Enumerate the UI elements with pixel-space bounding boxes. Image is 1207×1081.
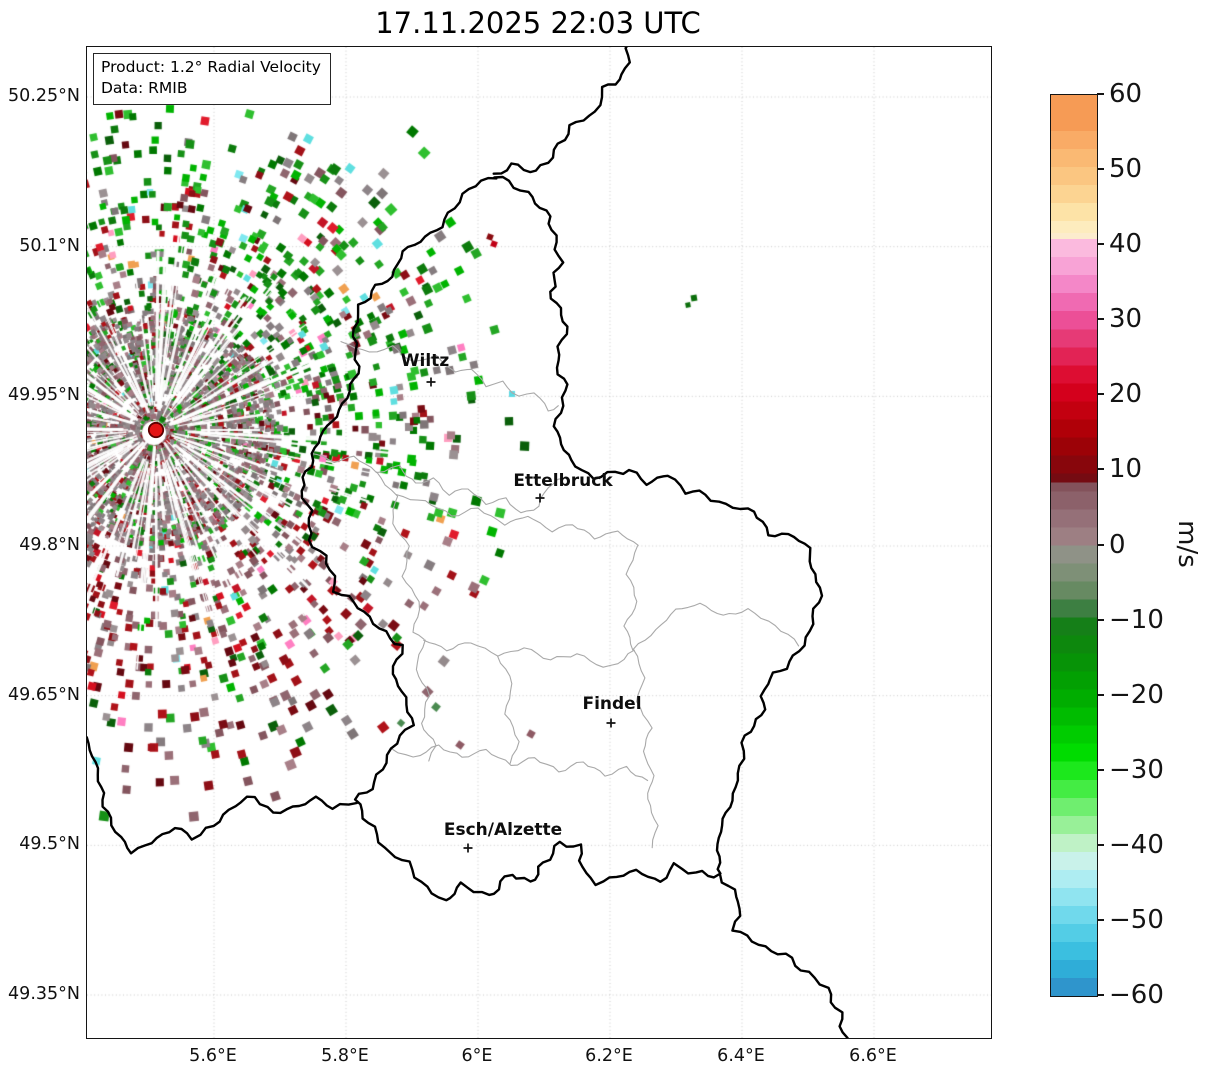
x-axis-tick-label: 5.8°E bbox=[321, 1046, 369, 1066]
colorbar-tick-label: −30 bbox=[1109, 754, 1164, 785]
colorbar-tick-label: 50 bbox=[1109, 154, 1143, 185]
y-axis-tick-label: 49.35°N bbox=[8, 984, 80, 1005]
colorbar-tick-label: −50 bbox=[1109, 904, 1164, 935]
y-axis-tick-label: 49.65°N bbox=[8, 684, 80, 705]
colorbar-tick-mark bbox=[1097, 93, 1104, 95]
colorbar-tick-label: −10 bbox=[1109, 604, 1164, 635]
canton-border bbox=[390, 744, 649, 782]
y-axis-tick-label: 49.95°N bbox=[8, 385, 80, 406]
colorbar-tick-label: 30 bbox=[1109, 304, 1143, 335]
colorbar-tick-label: −60 bbox=[1109, 980, 1164, 1010]
product-legend: Product: 1.2° Radial Velocity Data: RMIB bbox=[93, 53, 331, 105]
radar-site-dot bbox=[147, 421, 165, 439]
colorbar-tick-mark bbox=[1097, 468, 1104, 471]
canton-border bbox=[632, 602, 800, 650]
city-marker bbox=[606, 718, 616, 728]
city-marker bbox=[463, 843, 473, 853]
canton-border bbox=[415, 639, 437, 762]
canton-border bbox=[310, 452, 565, 514]
country-border bbox=[300, 175, 824, 902]
canton-border bbox=[633, 649, 659, 849]
colorbar-tick-label: 40 bbox=[1109, 229, 1143, 260]
colorbar-tick-mark bbox=[1097, 393, 1104, 396]
canton-border bbox=[395, 494, 639, 546]
country-border bbox=[719, 874, 849, 1038]
colorbar-tick-label: −40 bbox=[1109, 829, 1164, 860]
x-axis-tick-label: 6.2°E bbox=[585, 1046, 633, 1066]
colorbar-tick-mark bbox=[1097, 318, 1104, 321]
velocity-colorbar bbox=[1050, 94, 1098, 997]
colorbar-tick-mark bbox=[1097, 918, 1104, 921]
canton-border bbox=[623, 545, 639, 651]
legend-data-line: Data: RMIB bbox=[101, 79, 188, 98]
colorbar-tick-mark bbox=[1097, 168, 1104, 171]
colorbar-tick-mark bbox=[1097, 543, 1104, 546]
colorbar-tick-mark bbox=[1097, 693, 1104, 696]
canton-border bbox=[340, 341, 559, 412]
city-marker bbox=[426, 377, 436, 387]
y-axis-tick-label: 50.1°N bbox=[19, 235, 80, 256]
canton-border bbox=[496, 655, 520, 764]
page-title: 17.11.2025 22:03 UTC bbox=[375, 6, 701, 40]
colorbar-tick-label: 20 bbox=[1109, 379, 1143, 410]
y-axis-tick-label: 49.8°N bbox=[19, 535, 80, 555]
colorbar-tick-mark bbox=[1097, 618, 1104, 621]
colorbar-tick-mark bbox=[1097, 243, 1104, 246]
colorbar-tick-label: 60 bbox=[1109, 79, 1143, 109]
legend-product-line: Product: 1.2° Radial Velocity bbox=[101, 58, 321, 76]
x-axis-tick-label: 6.4°E bbox=[717, 1046, 765, 1066]
city-label-esch-alzette: Esch/Alzette bbox=[443, 820, 563, 840]
y-axis-tick-label: 50.25°N bbox=[8, 86, 80, 106]
y-axis-tick-label: 49.5°N bbox=[19, 834, 80, 855]
city-marker bbox=[535, 493, 545, 503]
colorbar-unit-label: m/s bbox=[1172, 520, 1202, 568]
x-axis-tick-label: 6°E bbox=[461, 1046, 493, 1066]
colorbar-tick-mark bbox=[1097, 994, 1104, 996]
colorbar-tick-mark bbox=[1097, 843, 1104, 846]
city-label-ettelbruck: Ettelbruck bbox=[513, 471, 613, 491]
colorbar-tick-label: 0 bbox=[1109, 529, 1126, 560]
colorbar-tick-label: −20 bbox=[1109, 679, 1164, 710]
map-plot-area: Product: 1.2° Radial Velocity Data: RMIB bbox=[86, 46, 992, 1039]
canton-border bbox=[376, 471, 425, 640]
borders-overlay bbox=[87, 47, 849, 1038]
country-border bbox=[87, 736, 358, 855]
city-label-wiltz: Wiltz bbox=[400, 351, 450, 371]
city-label-findel: Findel bbox=[582, 694, 642, 714]
colorbar-tick-label: 10 bbox=[1109, 454, 1143, 485]
x-axis-tick-label: 5.6°E bbox=[189, 1046, 237, 1066]
country-border bbox=[492, 47, 631, 175]
canton-border bbox=[423, 639, 635, 668]
x-axis-tick-label: 6.6°E bbox=[849, 1046, 897, 1066]
colorbar-tick-mark bbox=[1097, 768, 1104, 771]
